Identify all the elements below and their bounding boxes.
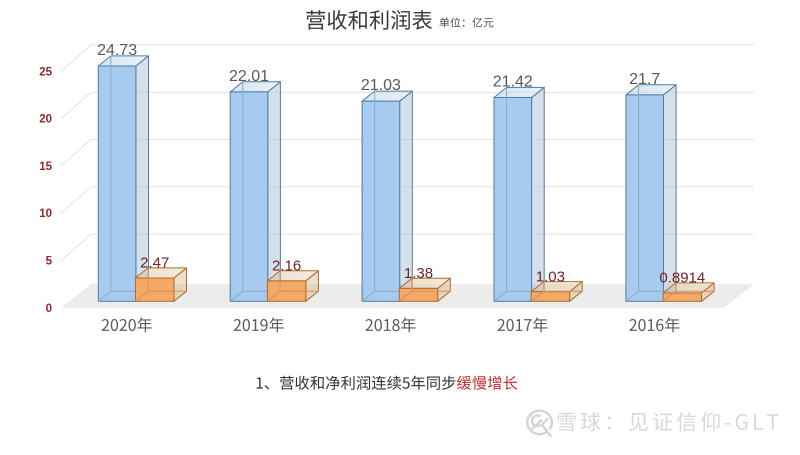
svg-text:20: 20 bbox=[39, 114, 52, 126]
svg-text:5: 5 bbox=[46, 256, 53, 268]
svg-text:21.03: 21.03 bbox=[361, 77, 401, 94]
svg-text:25: 25 bbox=[39, 66, 52, 78]
svg-text:1.38: 1.38 bbox=[404, 265, 433, 282]
svg-text:1.03: 1.03 bbox=[536, 268, 565, 285]
svg-text:0: 0 bbox=[46, 303, 52, 315]
svg-text:21.7: 21.7 bbox=[629, 71, 660, 88]
svg-text:22.01: 22.01 bbox=[229, 68, 269, 85]
svg-text:15: 15 bbox=[39, 161, 52, 173]
svg-text:2.47: 2.47 bbox=[140, 255, 169, 272]
svg-text:24.73: 24.73 bbox=[97, 42, 137, 59]
svg-text:2.16: 2.16 bbox=[272, 258, 301, 275]
svg-text:10: 10 bbox=[39, 208, 52, 220]
svg-text:0.8914: 0.8914 bbox=[659, 270, 705, 287]
svg-text:21.42: 21.42 bbox=[493, 74, 533, 91]
